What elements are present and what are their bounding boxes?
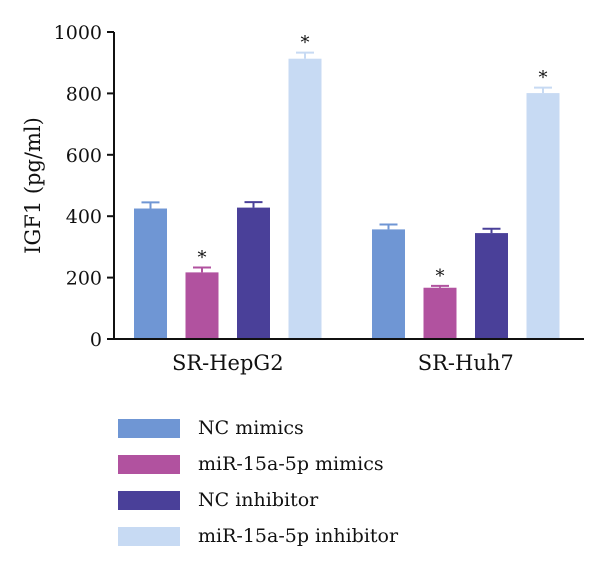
legend-item-nc-mimics: NC mimics	[118, 410, 398, 446]
legend-item-mir-mimics: miR-15a-5p mimics	[118, 446, 398, 482]
legend-swatch-nc-inhibitor	[118, 490, 180, 510]
y-tick-label: 1000	[54, 22, 102, 44]
significance-star: *	[539, 68, 548, 89]
bar-hepg2-series-3	[288, 58, 322, 340]
bar-hepg2-series-0	[134, 208, 167, 339]
legend-swatch-mir-inhibitor	[118, 526, 180, 546]
legend-item-mir-inhibitor: miR-15a-5p inhibitor	[118, 518, 398, 554]
bar-huh7-series-2	[475, 233, 508, 339]
y-tick-label: 800	[66, 83, 102, 105]
y-axis-title: IGF1 (pg/ml)	[21, 117, 45, 254]
bar-hepg2-series-1	[185, 272, 219, 339]
legend-label: NC mimics	[198, 417, 304, 439]
chart-legend: NC mimics miR-15a-5p mimics NC inhibitor…	[118, 410, 398, 554]
significance-star: *	[198, 247, 207, 268]
bar-huh7-series-0	[372, 229, 405, 339]
bar-hepg2-series-2	[237, 207, 270, 339]
significance-star: *	[436, 266, 445, 287]
bar-huh7-series-3	[526, 93, 560, 339]
legend-label: miR-15a-5p inhibitor	[198, 525, 399, 547]
legend-label: NC inhibitor	[198, 489, 319, 511]
legend-swatch-nc-mimics	[118, 418, 180, 438]
y-tick-label: 0	[90, 329, 102, 351]
y-tick-label: 400	[66, 206, 102, 228]
significance-star: *	[301, 33, 310, 54]
y-tick-label: 600	[66, 145, 102, 167]
legend-swatch-mir-mimics	[118, 454, 180, 474]
x-category-label: SR-Huh7	[418, 351, 514, 375]
legend-label: miR-15a-5p mimics	[198, 453, 384, 475]
legend-item-nc-inhibitor: NC inhibitor	[118, 482, 398, 518]
bar-chart: * * * * 0 200 400 600 800 1000 SR-HepG2 SR-Huh7 I…	[21, 22, 584, 375]
bar-huh7-series-1	[423, 287, 457, 339]
y-tick-label: 200	[66, 268, 102, 290]
x-category-label: SR-HepG2	[172, 351, 284, 375]
